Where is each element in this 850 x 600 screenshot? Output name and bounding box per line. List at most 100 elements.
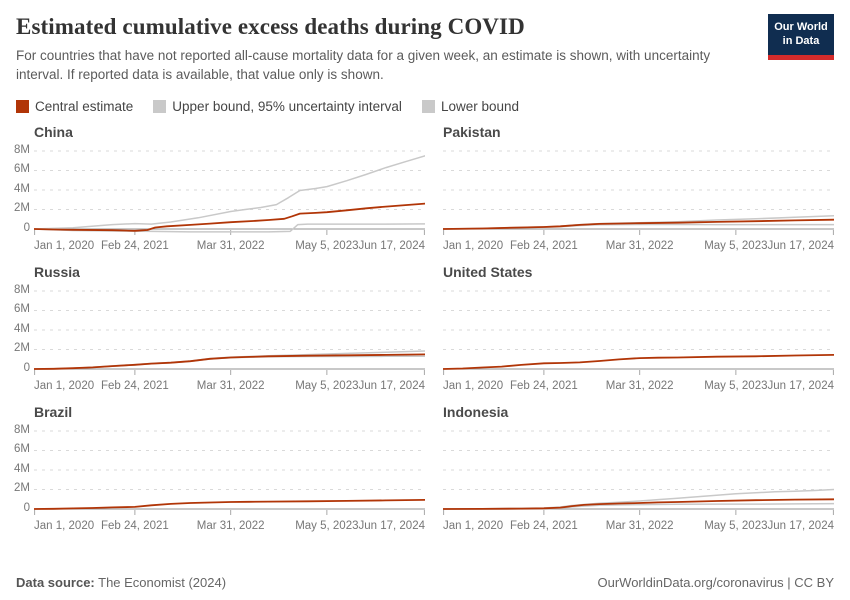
y-axis-tick-label: 4M bbox=[14, 322, 30, 335]
y-axis-tick-label: 4M bbox=[14, 462, 30, 475]
line-chart-pakistan bbox=[443, 150, 834, 235]
data-source-value: The Economist (2024) bbox=[94, 575, 227, 590]
x-axis: Jan 1, 2020 Feb 24, 2021 Mar 31, 2022 May 5… bbox=[34, 240, 425, 255]
chart-cell-indonesia: Indonesia Jan 1, 2020 Feb 24, 2021 Mar 31,… bbox=[443, 404, 834, 535]
legend: Central estimate Upper bound, 95% uncert… bbox=[0, 85, 850, 114]
x-axis-tick-label: Mar 31, 2022 bbox=[605, 239, 674, 252]
x-axis-tick-label: Feb 24, 2021 bbox=[100, 519, 169, 532]
x-axis-tick-label: Feb 24, 2021 bbox=[100, 239, 169, 252]
x-axis-tick-label: Mar 31, 2022 bbox=[605, 379, 674, 392]
x-axis-tick-label: May 5, 2023 bbox=[704, 239, 768, 252]
x-axis: Jan 1, 2020 Feb 24, 2021 Mar 31, 2022 May 5… bbox=[34, 520, 425, 535]
x-axis-tick-label: Feb 24, 2021 bbox=[509, 239, 578, 252]
owid-logo-line1: Our World bbox=[774, 21, 828, 33]
y-axis-tick-label: 8M bbox=[14, 423, 30, 436]
y-axis: 8M 6M 4M 2M 0 bbox=[8, 284, 34, 380]
chart-cell-russia: Russia 8M 6M 4M 2M 0 Jan 1, 2020 Feb 24, 2021 M… bbox=[8, 264, 425, 395]
footer: Data source: The Economist (2024) OurWor… bbox=[0, 575, 850, 590]
x-axis-tick-label: Jan 1, 2020 bbox=[34, 379, 95, 392]
line-chart-brazil bbox=[34, 430, 425, 515]
x-axis-tick-label: Jan 1, 2020 bbox=[443, 379, 504, 392]
header: Estimated cumulative excess deaths durin… bbox=[0, 0, 850, 85]
data-source: Data source: The Economist (2024) bbox=[16, 575, 226, 590]
y-axis-tick-label: 0 bbox=[23, 221, 30, 234]
chart-cell-united-states: United States Jan 1, 2020 Feb 24, 2021 Mar… bbox=[443, 264, 834, 395]
chart-title-united-states: United States bbox=[443, 263, 533, 280]
y-axis: 8M 6M 4M 2M 0 bbox=[8, 144, 34, 240]
y-axis: 8M 6M 4M 2M 0 bbox=[8, 424, 34, 520]
x-axis-tick-label: Jun 17, 2024 bbox=[358, 379, 425, 392]
y-axis-tick-label: 0 bbox=[23, 361, 30, 374]
x-axis-tick-label: Jun 17, 2024 bbox=[767, 519, 834, 532]
x-axis-tick-label: Jun 17, 2024 bbox=[767, 379, 834, 392]
x-axis-tick-label: Jan 1, 2020 bbox=[34, 239, 95, 252]
legend-item-central: Central estimate bbox=[16, 99, 133, 114]
x-axis: Jan 1, 2020 Feb 24, 2021 Mar 31, 2022 May 5… bbox=[34, 380, 425, 395]
attribution-link: OurWorldinData.org/coronavirus | CC BY bbox=[597, 575, 834, 590]
x-axis-tick-label: Feb 24, 2021 bbox=[509, 519, 578, 532]
central-estimate-swatch-icon bbox=[16, 99, 29, 113]
x-axis-tick-label: May 5, 2023 bbox=[704, 519, 768, 532]
chart-plot-area bbox=[443, 144, 834, 240]
chart-plot-area bbox=[443, 424, 834, 520]
x-axis: Jan 1, 2020 Feb 24, 2021 Mar 31, 2022 May 5… bbox=[443, 380, 834, 395]
x-axis-tick-label: Mar 31, 2022 bbox=[196, 239, 265, 252]
lower-bound-swatch-icon bbox=[421, 99, 435, 113]
legend-item-lower: Lower bound bbox=[421, 98, 519, 114]
line-chart-indonesia bbox=[443, 430, 834, 515]
x-axis-tick-label: Jan 1, 2020 bbox=[34, 519, 95, 532]
chart-cell-brazil: Brazil 8M 6M 4M 2M 0 Jan 1, 2020 Feb 24, 2021 M… bbox=[8, 404, 425, 535]
x-axis: Jan 1, 2020 Feb 24, 2021 Mar 31, 2022 May 5… bbox=[443, 520, 834, 535]
small-multiples-grid: China 8M 6M 4M 2M 0 Jan 1, 2020 Feb 24, 2021 Ma… bbox=[0, 114, 850, 544]
x-axis-tick-label: Mar 31, 2022 bbox=[605, 519, 674, 532]
chart-cell-pakistan: Pakistan Jan 1, 2020 Feb 24, 2021 Mar 31, … bbox=[443, 124, 834, 255]
data-source-label: Data source: bbox=[16, 575, 95, 590]
legend-label-upper: Upper bound, 95% uncertainty interval bbox=[172, 98, 402, 114]
x-axis-tick-label: Feb 24, 2021 bbox=[509, 379, 578, 392]
legend-item-upper: Upper bound, 95% uncertainty interval bbox=[153, 99, 402, 114]
y-axis-tick-label: 2M bbox=[14, 342, 30, 355]
y-axis-tick-label: 2M bbox=[14, 202, 30, 215]
y-axis-tick-label: 8M bbox=[14, 143, 30, 156]
page-subtitle: For countries that have not reported all… bbox=[16, 48, 711, 82]
x-axis-tick-label: Mar 31, 2022 bbox=[196, 379, 265, 392]
chart-plot-area: 8M 6M 4M 2M 0 bbox=[8, 284, 425, 380]
y-axis-tick-label: 6M bbox=[14, 163, 30, 176]
owid-logo: Our World in Data bbox=[768, 14, 834, 60]
x-axis-tick-label: Mar 31, 2022 bbox=[196, 519, 265, 532]
chart-plot-area bbox=[443, 284, 834, 380]
x-axis-tick-label: May 5, 2023 bbox=[295, 519, 359, 532]
chart-title-indonesia: Indonesia bbox=[443, 403, 509, 420]
x-axis-tick-label: May 5, 2023 bbox=[704, 379, 768, 392]
upper-bound-swatch-icon bbox=[153, 99, 167, 113]
x-axis-tick-label: Jun 17, 2024 bbox=[358, 519, 425, 532]
y-axis-tick-label: 0 bbox=[23, 501, 30, 514]
y-axis-tick-label: 6M bbox=[14, 443, 30, 456]
line-chart-china bbox=[34, 150, 425, 235]
legend-label-central: Central estimate bbox=[35, 98, 134, 114]
x-axis-tick-label: Jan 1, 2020 bbox=[443, 519, 504, 532]
chart-title-china: China bbox=[34, 123, 73, 140]
chart-plot-area: 8M 6M 4M 2M 0 bbox=[8, 424, 425, 520]
chart-title-brazil: Brazil bbox=[34, 403, 73, 420]
x-axis-tick-label: May 5, 2023 bbox=[295, 239, 359, 252]
y-axis-tick-label: 6M bbox=[14, 303, 30, 316]
x-axis-tick-label: Jun 17, 2024 bbox=[767, 239, 834, 252]
header-text: Estimated cumulative excess deaths durin… bbox=[16, 14, 736, 85]
x-axis: Jan 1, 2020 Feb 24, 2021 Mar 31, 2022 May 5… bbox=[443, 240, 834, 255]
y-axis-tick-label: 4M bbox=[14, 182, 30, 195]
x-axis-tick-label: May 5, 2023 bbox=[295, 379, 359, 392]
owid-logo-line2: in Data bbox=[782, 34, 820, 47]
chart-title-pakistan: Pakistan bbox=[443, 123, 501, 140]
chart-cell-china: China 8M 6M 4M 2M 0 Jan 1, 2020 Feb 24, 2021 Ma… bbox=[8, 124, 425, 255]
line-chart-russia bbox=[34, 290, 425, 375]
chart-title-russia: Russia bbox=[34, 263, 80, 280]
y-axis-tick-label: 8M bbox=[14, 283, 30, 296]
x-axis-tick-label: Feb 24, 2021 bbox=[100, 379, 169, 392]
x-axis-tick-label: Jun 17, 2024 bbox=[358, 239, 425, 252]
x-axis-tick-label: Jan 1, 2020 bbox=[443, 239, 504, 252]
legend-label-lower: Lower bound bbox=[440, 98, 519, 114]
y-axis-tick-label: 2M bbox=[14, 482, 30, 495]
chart-plot-area: 8M 6M 4M 2M 0 bbox=[8, 144, 425, 240]
